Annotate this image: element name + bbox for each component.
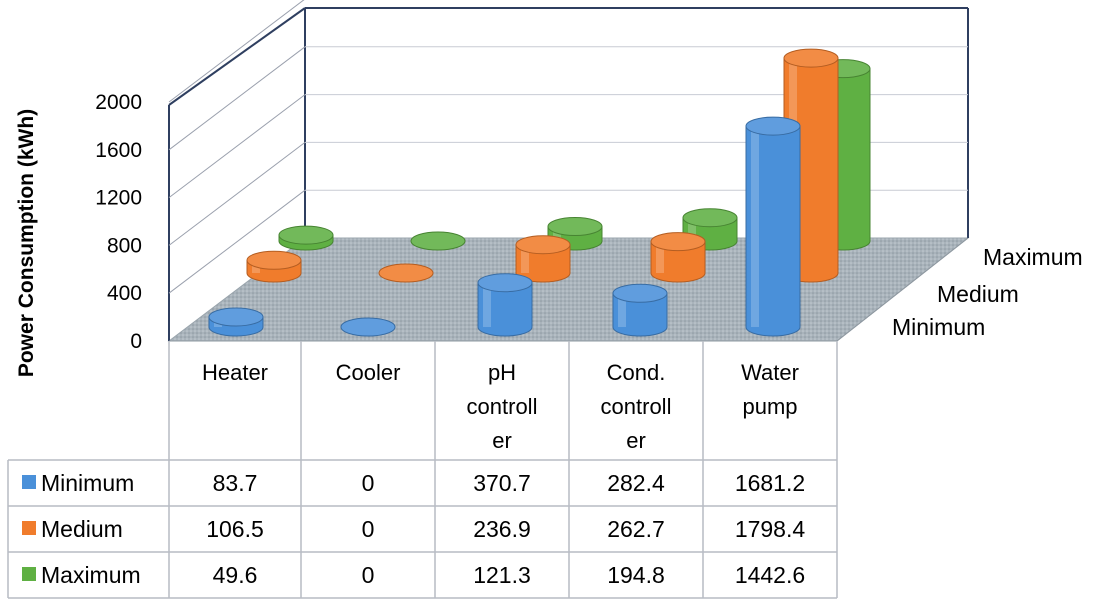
bar-top xyxy=(278,225,334,245)
data-label: 83.7 xyxy=(213,470,258,496)
data-label: 0 xyxy=(362,470,375,496)
gridline-left xyxy=(168,142,306,246)
data-label: 1442.6 xyxy=(735,562,805,588)
bar-highlight xyxy=(751,126,759,327)
bar-highlight xyxy=(618,293,626,327)
data-label: 1798.4 xyxy=(735,516,806,542)
data-label: 106.5 xyxy=(206,516,264,542)
data-label: 194.8 xyxy=(607,562,665,588)
y-tick-label: 1200 xyxy=(95,187,142,210)
bar-body xyxy=(745,125,801,337)
bar-minimum-4 xyxy=(612,283,668,337)
bar-body xyxy=(612,292,668,337)
bar-top xyxy=(340,317,396,337)
data-label: 0 xyxy=(362,562,375,588)
bar-minimum-1 xyxy=(208,307,264,337)
category-label: er xyxy=(492,428,512,453)
bar-top xyxy=(378,263,434,283)
legend-swatch-medium xyxy=(22,521,36,535)
bar-medium-3 xyxy=(515,235,571,283)
legend-swatch-minimum xyxy=(22,475,36,489)
bar-body xyxy=(650,241,706,283)
data-label: 370.7 xyxy=(473,470,531,496)
bar-body xyxy=(477,282,533,337)
data-label: 282.4 xyxy=(607,470,665,496)
depth-axis-label: Minimum xyxy=(892,314,985,340)
data-label: 236.9 xyxy=(473,516,531,542)
bar-top xyxy=(477,273,533,293)
bar-highlight xyxy=(521,244,529,273)
legend-label-minimum: Minimum xyxy=(41,470,134,496)
data-label: 121.3 xyxy=(473,562,531,588)
bar-top xyxy=(745,116,801,136)
plot-bars xyxy=(208,48,871,337)
bar-top xyxy=(410,231,466,251)
bar-top xyxy=(783,48,839,68)
category-label: pump xyxy=(742,394,797,419)
category-label: Cooler xyxy=(336,360,401,385)
depth-axis-label: Medium xyxy=(937,281,1019,307)
bar-top xyxy=(612,283,668,303)
category-label: er xyxy=(626,428,646,453)
legend-label-medium: Medium xyxy=(41,516,123,542)
data-label: 0 xyxy=(362,516,375,542)
bar-maximum-1 xyxy=(278,225,334,251)
category-label: pH xyxy=(488,360,516,385)
bar-minimum-5 xyxy=(745,116,801,337)
category-label: Cond. xyxy=(607,360,666,385)
bar-highlight xyxy=(688,217,696,241)
bar-top xyxy=(547,217,603,237)
gridline-left xyxy=(168,189,306,294)
bar-highlight xyxy=(656,241,664,273)
legend-label-maximum: Maximum xyxy=(41,562,141,588)
bar-top xyxy=(682,208,738,228)
bar-highlight xyxy=(553,226,561,241)
data-label: 262.7 xyxy=(607,516,665,542)
left-wall-top-edge xyxy=(168,7,306,106)
bar-highlight xyxy=(483,282,491,327)
data-label: 1681.2 xyxy=(735,470,805,496)
bar-minimum-3 xyxy=(477,273,533,337)
y-tick-label: 800 xyxy=(107,234,142,257)
y-tick-label: 2000 xyxy=(95,91,142,114)
category-label: controll xyxy=(601,394,672,419)
y-axis-title: Power Consumption (kWh) xyxy=(15,109,38,377)
category-label: Heater xyxy=(202,360,268,385)
bar-minimum-2 xyxy=(340,317,396,337)
bar-medium-2 xyxy=(378,263,434,283)
bar-top xyxy=(208,307,264,327)
gridline-left xyxy=(168,0,305,103)
bar-top xyxy=(515,235,571,255)
y-tick-label: 1600 xyxy=(95,139,142,162)
bar-top xyxy=(650,232,706,252)
floor-right-edge xyxy=(836,237,969,342)
gridline-left xyxy=(168,94,306,198)
y-tick-label: 0 xyxy=(130,330,142,353)
gridline-left xyxy=(168,46,306,151)
data-label: 49.6 xyxy=(213,562,258,588)
data-table: Heater Cooler pH controll er Cond. controll er W… xyxy=(7,341,838,599)
legend-swatch-maximum xyxy=(22,567,36,581)
bar-maximum-2 xyxy=(410,231,466,251)
y-tick-label: 400 xyxy=(107,282,142,305)
bar-medium-1 xyxy=(246,250,302,283)
bar-medium-4 xyxy=(650,232,706,283)
depth-axis-label: Maximum xyxy=(983,244,1083,270)
category-label: controll xyxy=(467,394,538,419)
category-label: Water xyxy=(741,360,799,385)
bar-top xyxy=(246,250,302,270)
axis-labels: 0 400 800 1200 1600 2000 Power Consumption (kW… xyxy=(15,91,1083,377)
